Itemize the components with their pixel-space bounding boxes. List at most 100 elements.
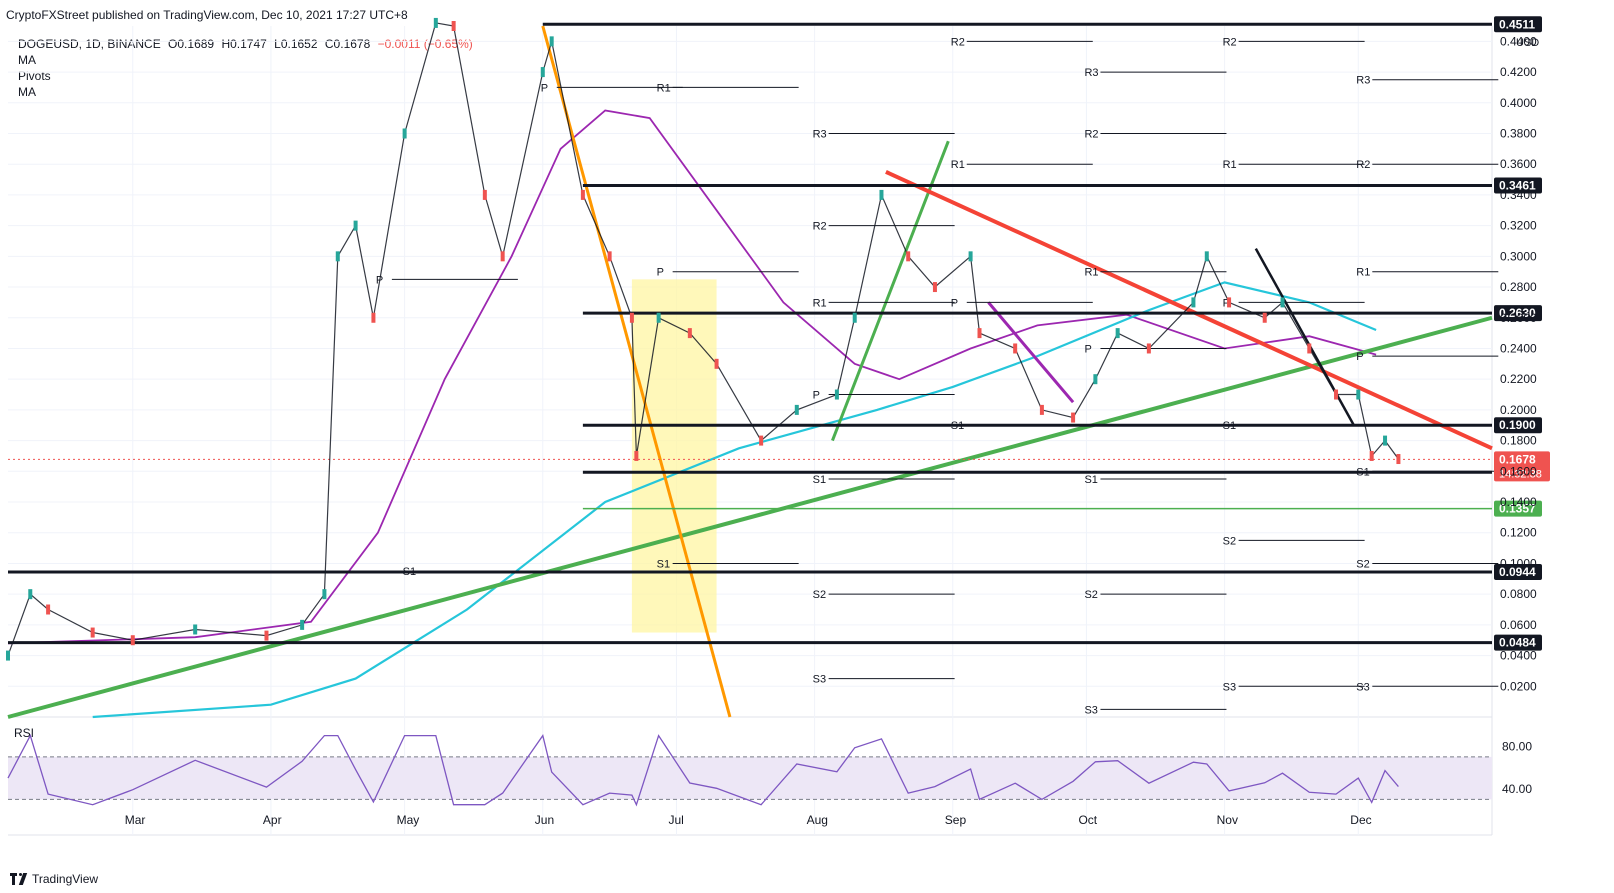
candle — [1334, 389, 1339, 400]
candle — [500, 251, 505, 262]
candle — [1039, 404, 1044, 415]
pivot-label: R3 — [1356, 75, 1370, 87]
rsi-tick-label: 80.00 — [1502, 739, 1532, 753]
candle — [28, 589, 33, 600]
candle — [1383, 435, 1388, 446]
legend-indicator-ma-1[interactable]: MA — [18, 53, 36, 67]
pivot-label: P — [1356, 351, 1363, 363]
candle — [1227, 297, 1232, 308]
x-tick-label: Sep — [945, 813, 967, 827]
pivot-label: S3 — [1356, 681, 1369, 693]
candle — [1307, 343, 1312, 354]
tradingview-logo-icon — [10, 873, 28, 885]
candle — [353, 220, 358, 231]
candle — [580, 189, 585, 200]
x-tick-label: Mar — [125, 813, 146, 827]
legend-symbol[interactable]: DOGEUSD, 1D, BINANCE — [18, 37, 161, 51]
level-badge — [1494, 564, 1542, 581]
level-badge — [1494, 305, 1542, 322]
legend-change: −0.0011 (−0.65%) — [377, 37, 473, 51]
candle — [130, 635, 135, 646]
pivot-label: S3 — [813, 674, 826, 686]
level-badge — [1494, 417, 1542, 434]
candle — [629, 312, 634, 323]
level-label: 0.2630 — [1499, 306, 1536, 320]
pivot-label: S1 — [813, 474, 826, 486]
candle — [656, 312, 661, 323]
chart-grid — [8, 26, 1493, 836]
y-tick-label: 0.4400 — [1500, 34, 1537, 48]
pivot-label: S1 — [657, 558, 670, 570]
footer-brand-label: TradingView — [32, 872, 99, 886]
pivot-label: P — [1223, 297, 1230, 309]
y-tick-label: 0.3400 — [1500, 188, 1537, 202]
candle — [540, 67, 545, 78]
rsi-band — [8, 756, 1492, 800]
candle — [1191, 297, 1196, 308]
pivot-label: R3 — [1084, 67, 1098, 79]
candle — [335, 251, 340, 262]
rsi-line — [7, 733, 1399, 807]
candle — [1280, 297, 1285, 308]
y-tick-label: 0.3600 — [1500, 157, 1537, 171]
candle — [1356, 389, 1361, 400]
y-tick-label: 0.3800 — [1500, 126, 1537, 140]
pivot-label: R1 — [1356, 267, 1370, 279]
level-label: 0.0484 — [1499, 636, 1536, 650]
pivot-label: S2 — [1356, 558, 1369, 570]
candle — [371, 312, 376, 323]
y-tick-label: 0.2200 — [1500, 372, 1537, 386]
level-badge — [1494, 500, 1542, 517]
candle — [322, 589, 327, 600]
legend-close: C0.1678 — [324, 37, 371, 51]
legend-high: H0.1747 — [221, 37, 267, 51]
candle — [1071, 412, 1076, 423]
pivot-label: P — [1084, 343, 1091, 355]
candle — [482, 189, 487, 200]
candle — [968, 251, 973, 262]
pivot-label: S2 — [813, 589, 826, 601]
candle — [90, 627, 95, 638]
candle — [687, 328, 692, 339]
pivot-label: R2 — [1084, 128, 1098, 140]
candle — [794, 404, 799, 415]
candle — [300, 619, 305, 630]
ma-purple-line — [7, 109, 1377, 645]
pivot-label: P — [541, 82, 548, 94]
candle — [46, 604, 51, 615]
candle — [759, 435, 764, 446]
pivot-label: S2 — [1223, 535, 1236, 547]
x-tick-label: Oct — [1078, 813, 1097, 827]
pivot-label: R2 — [951, 36, 965, 48]
legend-ohlc: DOGEUSD, 1D, BINANCE O0.1689 H0.1747 L0.… — [18, 36, 473, 52]
pivot-label: S2 — [1084, 589, 1097, 601]
time-axis: Mar Apr May Jun Jul Aug Sep Oct Nov Dec — [125, 813, 1372, 827]
chart-annotations: PPPPPPPPR1R1R1R1R1R1R2R2R2R2R2R3R3R3S1S1… — [7, 25, 1499, 719]
pivot-label: R2 — [1223, 36, 1237, 48]
level-badge — [1494, 16, 1542, 33]
pivot-label: P — [951, 297, 958, 309]
candle — [834, 389, 839, 400]
level-label: 0.3461 — [1499, 179, 1536, 193]
level-label: 0.0944 — [1499, 565, 1536, 579]
price-axis: 0.4400 0.4200 0.4000 0.3800 0.3600 0.3400 0.32… — [1500, 34, 1539, 693]
candle — [906, 251, 911, 262]
legend-low: L0.1652 — [274, 37, 318, 51]
x-tick-label: May — [397, 813, 420, 827]
current-price-label: 0.1678 — [1499, 452, 1536, 466]
pivot-label: S3 — [1223, 681, 1236, 693]
legend-indicator-ma-2[interactable]: MA — [18, 85, 36, 99]
purple-channel-top — [987, 301, 1075, 404]
candle — [977, 328, 982, 339]
green-trendline — [7, 315, 1493, 719]
pivot-label: R1 — [657, 82, 671, 94]
candle — [402, 128, 407, 139]
pivot-label: P — [657, 267, 664, 279]
y-tick-label: 0.1400 — [1500, 495, 1537, 509]
orange-trendline — [541, 25, 732, 718]
x-tick-label: Nov — [1217, 813, 1238, 827]
candle — [1262, 312, 1267, 323]
y-tick-label: 0.2800 — [1500, 280, 1537, 294]
y-tick-label: 0.1600 — [1500, 464, 1537, 478]
